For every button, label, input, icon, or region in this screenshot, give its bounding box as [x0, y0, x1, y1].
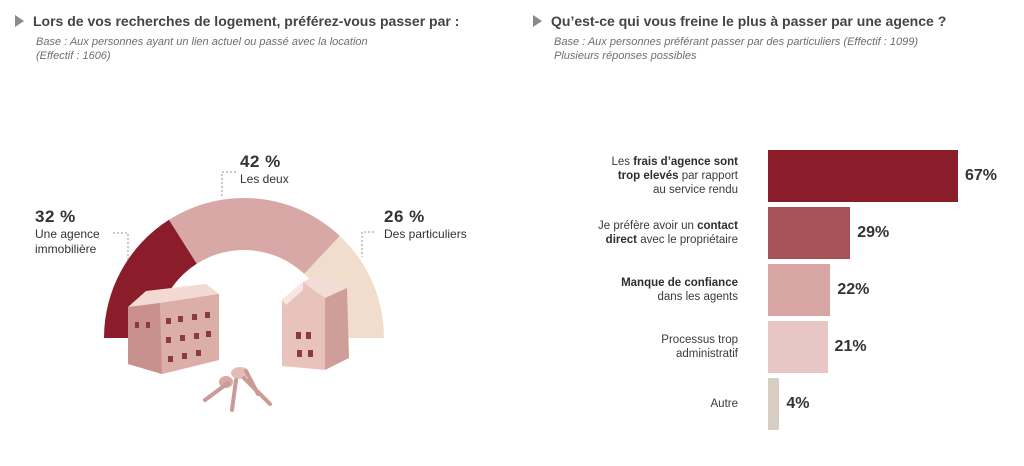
bar-frais	[768, 150, 958, 202]
bar-value-contact: 29%	[857, 224, 890, 241]
donut-name-agence-line2: immobilière	[35, 242, 97, 256]
left-question-text: Lors de vos recherches de logement, préf…	[33, 13, 460, 29]
bar-label-line: Manque de confiance	[621, 277, 738, 289]
bar-value-administratif: 21%	[834, 338, 867, 355]
bar-label-line: Les frais d’agence sont	[611, 156, 738, 168]
bar-value-autre: 4%	[786, 395, 810, 412]
bar-label-autre: Autre	[548, 397, 739, 411]
leader-line-les-deux	[221, 171, 236, 198]
donut-label-les-deux: 42 % Les deux	[240, 152, 289, 187]
right-question-text: Qu’est-ce qui vous freine le plus à pass…	[551, 13, 947, 29]
donut-value-particuliers: 26 %	[384, 207, 425, 226]
bar-confiance	[768, 264, 831, 316]
left-question-header: Lors de vos recherches de logement, préf…	[15, 13, 459, 63]
left-base-line1: Base : Aux personnes ayant un lien actue…	[36, 36, 368, 48]
right-base-note: Base : Aux personnes préférant passer pa…	[554, 35, 946, 63]
bar-label-line: au service rendu	[652, 184, 738, 196]
donut-label-agence: 32 % Une agence immobilière	[35, 207, 100, 257]
bar-value-frais: 67%	[965, 167, 998, 184]
triangle-bullet-icon	[533, 15, 542, 27]
bar-label-line: Autre	[710, 398, 739, 410]
bar-administratif	[768, 321, 828, 373]
bar-label-contact: Je préfère avoir un contact direct avec l…	[548, 219, 738, 247]
right-base-line1: Base : Aux personnes préférant passer pa…	[554, 36, 918, 48]
leader-line-agence	[113, 232, 129, 262]
bar-contact	[768, 207, 851, 259]
donut-segments	[104, 197, 384, 338]
left-base-note: Base : Aux personnes ayant un lien actue…	[36, 35, 459, 63]
bar-label-frais: Les frais d’agence sont trop elevés par r…	[548, 155, 738, 197]
leader-line-particuliers	[361, 231, 374, 257]
bar-label-line: administratif	[676, 348, 738, 360]
donut-value-les-deux: 42 %	[240, 152, 281, 171]
bar-label-confiance: Manque de confiance dans les agents	[548, 276, 738, 304]
bar-label-line: direct avec le propriétaire	[605, 234, 738, 246]
bar-value-confiance: 22%	[837, 281, 870, 298]
right-question-header: Qu’est-ce qui vous freine le plus à pass…	[533, 13, 946, 63]
leader-lines	[113, 171, 374, 262]
left-question-title: Lors de vos recherches de logement, préf…	[15, 13, 459, 29]
bar-label-line: trop elevés par rapport	[617, 170, 738, 182]
triangle-bullet-icon	[15, 15, 24, 27]
bar-autre	[768, 378, 780, 430]
keys-illustration	[203, 367, 272, 412]
donut-value-agence: 32 %	[35, 207, 76, 226]
bar-label-administratif: Processus trop administratif	[548, 333, 738, 361]
bar-label-line: dans les agents	[657, 291, 738, 303]
half-donut-chart	[104, 171, 384, 412]
left-base-line2: (Effectif : 1606)	[36, 50, 111, 62]
house-illustration-left	[128, 284, 219, 374]
donut-segment-agence	[104, 219, 197, 338]
bar-label-line: Processus trop	[661, 334, 738, 346]
bar-label-line: Je préfère avoir un contact	[598, 220, 738, 232]
donut-name-agence-line1: Une agence	[35, 227, 100, 241]
donut-name-particuliers: Des particuliers	[384, 227, 467, 241]
donut-name-les-deux: Les deux	[240, 172, 289, 186]
donut-label-particuliers: 26 % Des particuliers	[384, 207, 467, 242]
donut-segment-les-deux	[168, 197, 340, 274]
house-illustration-right	[282, 272, 349, 370]
right-question-title: Qu’est-ce qui vous freine le plus à pass…	[533, 13, 946, 29]
right-base-line2: Plusieurs réponses possibles	[554, 50, 697, 62]
